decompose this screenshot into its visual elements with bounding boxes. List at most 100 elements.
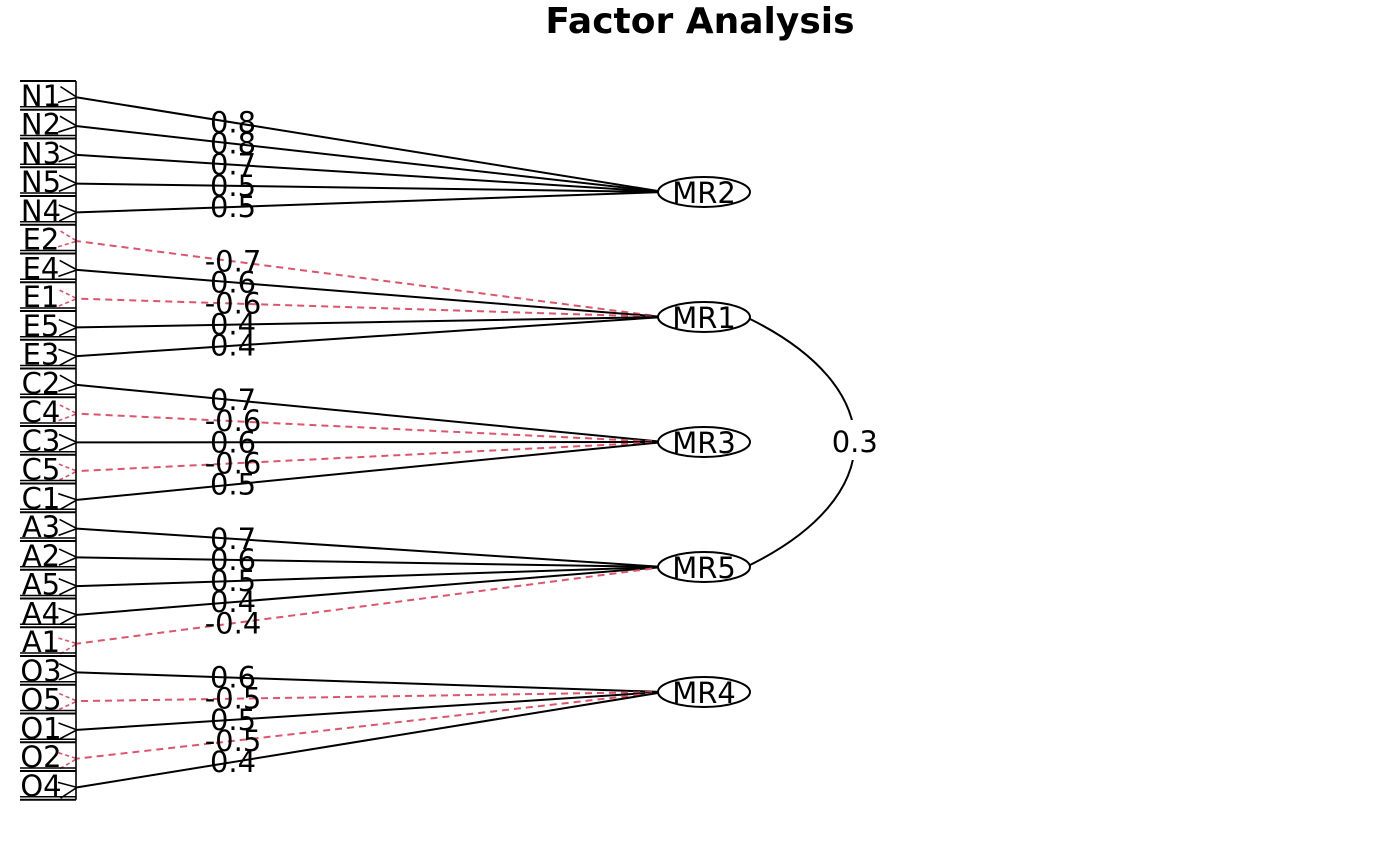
loading-label-e4: 0.6: [210, 265, 256, 299]
variable-label-c5: C5: [22, 453, 61, 487]
variable-label-n4: N4: [21, 194, 61, 228]
variable-label-e5: E5: [23, 309, 60, 343]
variable-node-o2: O2: [20, 740, 77, 774]
variable-label-o2: O2: [20, 740, 61, 774]
variable-label-c4: C4: [22, 395, 61, 429]
loading-label-o1: 0.5: [210, 703, 256, 737]
loading-labels: 0.80.80.70.50.5-0.70.6-0.60.40.40.7-0.60…: [205, 106, 262, 780]
loading-paths: [77, 97, 665, 787]
variable-node-a3: A3: [20, 510, 77, 544]
variable-label-c1: C1: [22, 481, 61, 515]
loading-path-mr3-c5: [77, 441, 665, 471]
variable-label-a3: A3: [22, 510, 60, 544]
loading-path-mr2-n5: [77, 184, 665, 193]
loading-label-e3: 0.4: [210, 329, 256, 363]
loading-label-n4: 0.5: [210, 190, 256, 224]
variable-node-a4: A4: [20, 596, 77, 630]
factor-node-mr2: MR2: [657, 176, 751, 210]
loading-path-mr4-o1: [77, 691, 665, 730]
loading-path-mr4-o4: [77, 691, 665, 787]
variable-node-c4: C4: [20, 395, 77, 429]
factor-label-mr2: MR2: [672, 176, 736, 210]
loading-path-mr2-n3: [77, 155, 665, 193]
factor-label-mr3: MR3: [672, 426, 736, 460]
variable-node-e1: E1: [20, 280, 77, 314]
loading-path-mr5-a5: [77, 566, 665, 586]
loading-label-c4: -0.6: [205, 404, 262, 438]
factor-correlations: 0.3: [745, 316, 885, 568]
variable-node-a5: A5: [20, 568, 77, 602]
variable-label-a5: A5: [22, 568, 60, 602]
variable-label-c2: C2: [22, 366, 61, 400]
loading-path-mr3-c4: [77, 414, 665, 443]
variable-node-e4: E4: [20, 251, 77, 285]
variable-node-o4: O4: [20, 769, 77, 803]
factor-ellipse-mr2: [657, 176, 751, 208]
loading-path-mr4-o2: [77, 691, 665, 759]
loading-label-a1: -0.4: [205, 606, 262, 640]
variable-label-o5: O5: [20, 683, 61, 717]
loading-path-mr3-c2: [77, 385, 665, 443]
variable-node-a2: A2: [20, 539, 77, 573]
loading-label-o5: -0.5: [205, 682, 262, 716]
loading-path-mr1-e1: [77, 299, 665, 317]
factor-ellipse-mr3: [657, 426, 751, 458]
loading-path-mr5-a3: [77, 529, 665, 568]
loading-path-mr5-a1: [77, 566, 665, 644]
loading-path-mr5-a2: [77, 557, 665, 568]
factor-ellipse-mr4: [657, 676, 751, 708]
factor-label-mr1: MR1: [672, 301, 736, 335]
variable-label-a4: A4: [22, 596, 60, 630]
loading-label-a2: 0.6: [210, 543, 256, 577]
variable-node-c2: C2: [20, 366, 77, 400]
variable-node-e2: E2: [20, 223, 77, 257]
variable-label-e3: E3: [23, 338, 60, 372]
factor-label-mr4: MR4: [672, 676, 736, 710]
correlation-label-mr1-mr5: 0.3: [832, 425, 878, 459]
loading-label-c2: 0.7: [210, 383, 256, 417]
loading-label-n2: 0.8: [210, 127, 256, 161]
variable-node-e5: E5: [20, 309, 77, 343]
loading-label-c1: 0.5: [210, 467, 256, 501]
factor-node-mr5: MR5: [657, 551, 751, 585]
loading-path-mr2-n1: [77, 97, 665, 193]
diagram-title: Factor Analysis: [545, 1, 854, 42]
loading-path-mr1-e5: [77, 316, 665, 327]
variable-node-o5: O5: [20, 683, 77, 717]
loading-label-o2: -0.5: [205, 724, 262, 758]
variable-label-n3: N3: [21, 136, 61, 170]
variable-label-e4: E4: [23, 251, 60, 285]
loading-label-n1: 0.8: [210, 106, 256, 140]
variable-node-n2: N2: [20, 108, 77, 142]
factor-node-mr3: MR3: [657, 426, 751, 460]
variable-label-e1: E1: [23, 280, 60, 314]
variable-node-n4: N4: [20, 194, 77, 228]
variable-node-n1: N1: [20, 79, 77, 113]
loading-label-c5: -0.6: [205, 446, 262, 480]
factor-node-mr1: MR1: [657, 301, 751, 335]
loading-label-a3: 0.7: [210, 522, 256, 556]
factor-label-mr5: MR5: [672, 551, 736, 585]
loading-label-e5: 0.4: [210, 308, 256, 342]
variable-label-o3: O3: [20, 654, 61, 688]
correlation-label-background: [824, 420, 885, 460]
loading-path-mr4-o5: [77, 692, 665, 701]
variable-label-e2: E2: [23, 223, 60, 257]
variable-node-c1: C1: [20, 481, 77, 515]
variable-node-n5: N5: [20, 165, 77, 199]
variable-node-o1: O1: [20, 711, 77, 745]
loading-path-mr3-c1: [77, 441, 665, 500]
factor-nodes: MR2 MR1 MR3 MR5 MR4: [657, 176, 751, 710]
factor-ellipse-mr5: [657, 551, 751, 583]
variable-node-c5: C5: [20, 453, 77, 487]
factor-ellipse-mr1: [657, 301, 751, 333]
loading-label-e1: -0.6: [205, 287, 262, 321]
variable-label-n1: N1: [21, 79, 61, 113]
loading-label-a4: 0.4: [210, 585, 256, 619]
variable-node-c3: C3: [20, 424, 77, 458]
variable-node-n3: N3: [20, 136, 77, 170]
factor-node-mr4: MR4: [657, 676, 751, 710]
variable-node-a1: A1: [20, 625, 77, 659]
variable-label-o1: O1: [20, 711, 61, 745]
